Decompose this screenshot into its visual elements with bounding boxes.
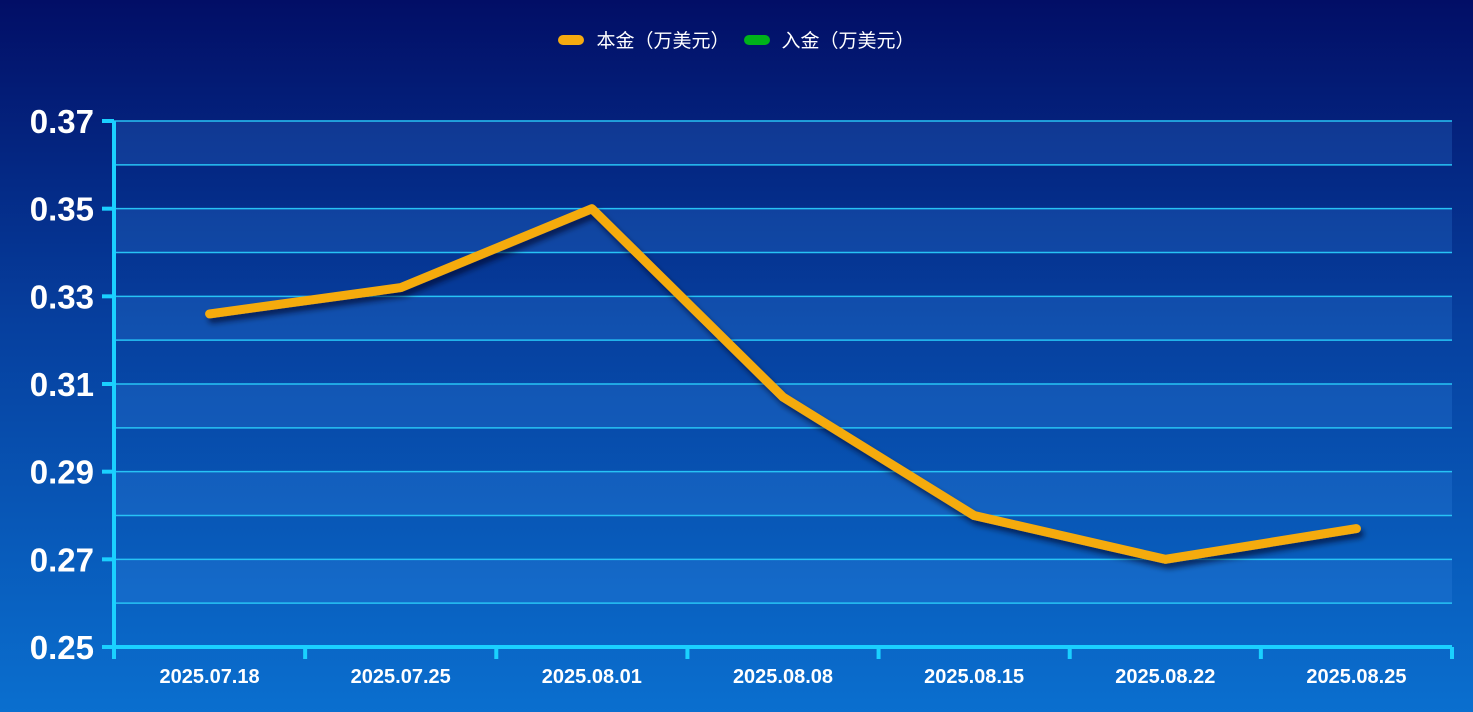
grid-band: [114, 559, 1452, 604]
grid-band: [114, 208, 1452, 253]
x-tick-label: 2025.08.08: [733, 666, 833, 688]
x-tick-label: 2025.08.22: [1115, 666, 1215, 688]
grid-band: [114, 471, 1452, 516]
legend-swatch-deposit: [743, 34, 770, 45]
legend-item-principal[interactable]: 本金（万美元）: [558, 26, 730, 53]
legend: 本金（万美元） 入金（万美元）: [0, 26, 1473, 53]
x-tick-label: 2025.07.18: [160, 666, 260, 688]
y-tick-label: 0.37: [30, 103, 94, 140]
grid-band: [114, 121, 1452, 165]
y-tick-label: 0.33: [30, 278, 94, 315]
legend-swatch-principal: [558, 34, 585, 45]
legend-label-deposit: 入金（万美元）: [781, 30, 915, 52]
y-tick-label: 0.31: [30, 366, 94, 403]
legend-label-principal: 本金（万美元）: [596, 30, 730, 52]
y-tick-label: 0.25: [30, 629, 94, 666]
series-line-principal: [205, 204, 1361, 564]
grid-band: [114, 384, 1452, 428]
y-tick-label: 0.29: [30, 454, 94, 491]
y-tick-label: 0.35: [30, 191, 94, 228]
x-tick-label: 2025.08.25: [1306, 666, 1406, 688]
x-tick-label: 2025.08.15: [924, 666, 1024, 688]
x-tick-label: 2025.08.01: [542, 666, 642, 688]
y-tick-label: 0.27: [30, 541, 94, 578]
legend-item-deposit[interactable]: 入金（万美元）: [743, 26, 915, 53]
x-tick-label: 2025.07.25: [351, 666, 451, 688]
